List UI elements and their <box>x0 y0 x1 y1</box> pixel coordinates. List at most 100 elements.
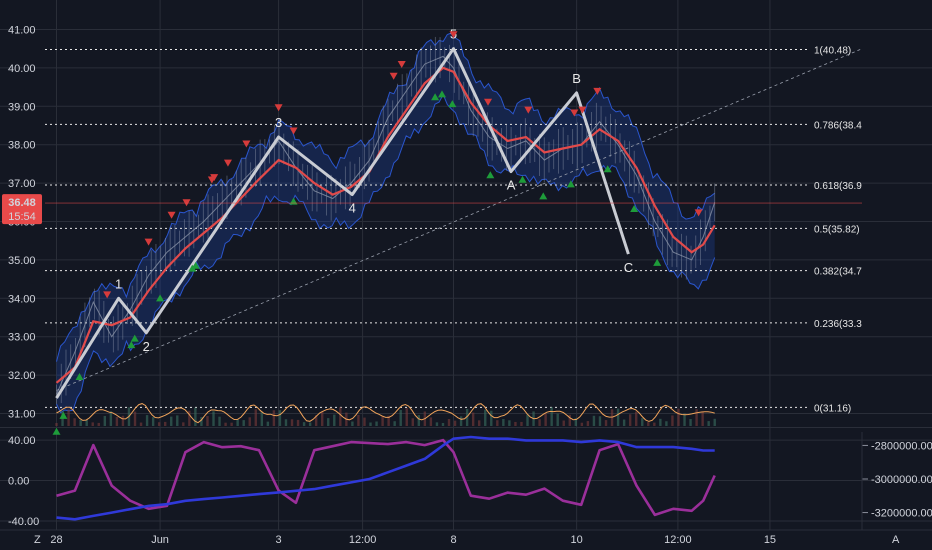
fib-level-label: 0.382(34.7 <box>814 267 862 278</box>
volume-bar <box>375 421 378 426</box>
wave-label: 2 <box>143 339 150 354</box>
volume-bar <box>139 422 143 426</box>
sell-signal-arrow <box>274 104 283 112</box>
volume-bar <box>586 421 590 426</box>
sell-signal-arrow <box>449 31 458 39</box>
volume-bar <box>653 422 656 426</box>
volume-bar <box>109 411 113 426</box>
oscillator-line <box>56 403 715 424</box>
price-tick-label: 31.00 <box>8 408 36 420</box>
grid-layer <box>0 0 932 530</box>
volume-bar <box>121 415 125 426</box>
price-tick-label: 38.00 <box>8 140 36 152</box>
volume-bar <box>67 409 70 426</box>
wave-label: 4 <box>349 201 356 216</box>
volume-bar <box>689 419 692 426</box>
time-tick-label: 15 <box>764 534 776 546</box>
volume-bar <box>278 410 282 426</box>
buy-signal-arrow <box>653 258 662 266</box>
volume-bar <box>453 420 457 426</box>
volume-bar <box>133 411 137 426</box>
volume-bar <box>302 422 306 426</box>
indicator-left-tick: -40.00 <box>8 516 39 528</box>
volume-bar <box>514 421 517 426</box>
volume-bar <box>659 418 662 426</box>
sell-signal-arrow <box>389 72 398 80</box>
volume-bar <box>369 422 372 426</box>
volume-bar <box>206 416 209 426</box>
volume-bar <box>387 415 390 426</box>
volume-bar <box>538 419 541 426</box>
volume-bar <box>610 409 614 426</box>
buy-signal-arrow <box>127 341 136 349</box>
current-price-badge: 36.48 15:54 <box>2 194 862 225</box>
volume-bar <box>182 422 185 426</box>
indicator-right-tick: -2800000.00 <box>871 440 932 452</box>
buy-signal-arrow <box>130 334 139 342</box>
indicator-oscillator-line <box>56 438 716 517</box>
sell-signal-arrow <box>167 211 176 219</box>
volume-bar <box>230 422 233 426</box>
buy-signal-arrow <box>437 90 446 98</box>
volume-bar <box>55 423 58 426</box>
trend-line-dashed <box>56 48 863 391</box>
volume-bar <box>622 419 626 426</box>
fib-level-label: 0.786(38.4 <box>814 120 862 131</box>
volume-bar <box>490 410 493 426</box>
buy-signal-arrow <box>191 261 200 269</box>
volume-bar <box>314 415 318 426</box>
volume-bar <box>97 422 100 426</box>
fib-level-label: 0(31.16) <box>814 403 851 414</box>
volume-bar <box>580 422 584 426</box>
volume-bar <box>641 418 644 426</box>
volume-bar <box>459 416 463 426</box>
bollinger-band <box>56 32 716 414</box>
volume-bar <box>471 412 475 426</box>
volume-bar <box>683 413 686 426</box>
volume-bar <box>665 421 668 426</box>
volume-bar <box>713 418 716 426</box>
volume-bar <box>212 411 215 426</box>
wave-label: 3 <box>275 115 282 130</box>
buy-signal-arrow <box>52 427 61 435</box>
fib-level-label: 0.618(36.9 <box>814 181 862 192</box>
volume-bar <box>308 422 312 426</box>
buy-signal-arrow <box>156 294 165 302</box>
time-axis[interactable]: 28 Jun 3 12:00 8 10 12:00 15 <box>0 529 932 546</box>
volume-bar <box>447 419 451 426</box>
timezone-icon[interactable]: Z <box>34 534 41 546</box>
indicator-axes[interactable]: 40.00 0.00 -40.00 -2800000.00 -3000000.00 -32… <box>8 432 932 530</box>
buy-signal-arrow <box>431 93 440 101</box>
time-tick-label: 10 <box>571 534 583 546</box>
auto-scale-icon[interactable]: A <box>892 534 900 546</box>
sell-signal-arrow <box>570 109 579 117</box>
volume-bar <box>647 422 650 426</box>
time-tick-label: Jun <box>151 534 169 546</box>
volume-bar <box>200 417 203 426</box>
oscillator-line <box>56 403 715 424</box>
volume-bar <box>290 419 294 426</box>
volume-bar <box>502 419 505 426</box>
sell-signal-arrow <box>242 140 251 148</box>
moving-average-line <box>55 66 716 384</box>
volume-bar <box>568 414 571 426</box>
indicator-series <box>56 435 716 521</box>
time-tick-label: 12:00 <box>664 534 692 546</box>
volume-bar <box>176 415 179 426</box>
volume-bar <box>393 421 396 426</box>
price-tick-label: 33.00 <box>8 332 36 344</box>
buy-signal-arrow <box>448 100 457 108</box>
volume-bar <box>616 408 620 426</box>
sell-signal-arrow <box>289 127 298 135</box>
fib-level-label: 0.5(35.82) <box>814 224 860 235</box>
volume-bar <box>351 421 354 426</box>
price-series <box>56 36 716 404</box>
volume-bar <box>707 421 710 426</box>
volume-bar <box>188 410 191 426</box>
wave-label: B <box>572 71 581 86</box>
volume-bar <box>79 419 82 426</box>
volume-bar <box>544 413 547 426</box>
volume-bar <box>236 419 239 426</box>
